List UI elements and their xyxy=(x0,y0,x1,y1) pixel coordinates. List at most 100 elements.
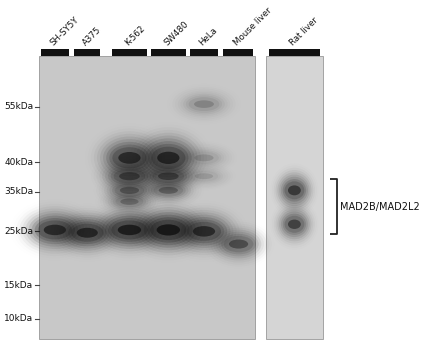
Ellipse shape xyxy=(195,173,213,179)
Ellipse shape xyxy=(59,215,115,251)
Ellipse shape xyxy=(221,234,256,254)
Ellipse shape xyxy=(110,193,148,210)
Ellipse shape xyxy=(142,138,195,177)
Ellipse shape xyxy=(112,182,147,198)
Ellipse shape xyxy=(103,139,156,176)
Ellipse shape xyxy=(118,152,140,164)
Ellipse shape xyxy=(194,100,214,108)
Ellipse shape xyxy=(281,177,308,204)
Bar xyxy=(190,49,218,56)
Text: 35kDa: 35kDa xyxy=(4,187,33,196)
Ellipse shape xyxy=(285,216,304,233)
Ellipse shape xyxy=(137,210,199,250)
Ellipse shape xyxy=(62,217,112,248)
Text: 10kDa: 10kDa xyxy=(4,314,33,323)
Ellipse shape xyxy=(224,236,253,252)
Bar xyxy=(41,49,69,56)
Ellipse shape xyxy=(154,184,183,197)
Ellipse shape xyxy=(107,179,152,202)
Ellipse shape xyxy=(120,187,139,194)
Ellipse shape xyxy=(147,166,190,187)
Ellipse shape xyxy=(105,216,154,244)
Ellipse shape xyxy=(147,217,190,243)
Ellipse shape xyxy=(113,195,146,209)
Ellipse shape xyxy=(288,186,301,195)
Ellipse shape xyxy=(57,212,118,253)
Ellipse shape xyxy=(171,210,236,253)
Bar xyxy=(38,56,255,339)
Ellipse shape xyxy=(148,181,188,200)
Ellipse shape xyxy=(77,228,98,238)
Ellipse shape xyxy=(144,215,193,245)
Ellipse shape xyxy=(178,215,231,248)
Ellipse shape xyxy=(100,136,159,179)
Ellipse shape xyxy=(146,180,191,201)
Ellipse shape xyxy=(279,175,310,206)
Ellipse shape xyxy=(175,212,233,250)
Text: K-562: K-562 xyxy=(123,24,147,48)
Ellipse shape xyxy=(150,220,187,240)
Ellipse shape xyxy=(99,211,160,249)
Ellipse shape xyxy=(145,141,192,175)
Ellipse shape xyxy=(144,164,193,188)
Ellipse shape xyxy=(108,165,151,187)
Ellipse shape xyxy=(28,213,81,247)
Ellipse shape xyxy=(277,172,311,209)
Ellipse shape xyxy=(115,196,143,208)
Ellipse shape xyxy=(140,212,196,248)
Ellipse shape xyxy=(38,220,72,239)
Ellipse shape xyxy=(106,142,153,174)
Ellipse shape xyxy=(118,225,141,235)
Ellipse shape xyxy=(277,207,311,241)
Ellipse shape xyxy=(134,207,203,253)
Ellipse shape xyxy=(95,209,164,251)
Ellipse shape xyxy=(184,219,224,243)
Ellipse shape xyxy=(111,220,148,239)
Ellipse shape xyxy=(279,209,310,239)
Ellipse shape xyxy=(152,169,184,183)
Ellipse shape xyxy=(105,163,154,189)
Ellipse shape xyxy=(114,169,145,184)
Text: 25kDa: 25kDa xyxy=(4,227,33,236)
Ellipse shape xyxy=(97,134,162,182)
Ellipse shape xyxy=(25,211,84,249)
Ellipse shape xyxy=(195,154,214,161)
Ellipse shape xyxy=(110,181,149,200)
Ellipse shape xyxy=(213,228,264,260)
Ellipse shape xyxy=(229,239,248,248)
Ellipse shape xyxy=(151,183,186,198)
Ellipse shape xyxy=(71,224,104,242)
Text: 55kDa: 55kDa xyxy=(4,103,33,111)
Ellipse shape xyxy=(141,162,195,190)
Bar xyxy=(223,49,253,56)
Text: A375: A375 xyxy=(81,26,103,48)
Bar xyxy=(151,49,186,56)
Ellipse shape xyxy=(32,216,78,244)
Bar xyxy=(266,56,323,339)
Bar xyxy=(269,49,320,56)
Ellipse shape xyxy=(157,152,179,164)
Ellipse shape xyxy=(285,181,304,200)
Text: MAD2B/MAD2L2: MAD2B/MAD2L2 xyxy=(340,202,420,212)
Text: 15kDa: 15kDa xyxy=(4,281,33,289)
Ellipse shape xyxy=(151,147,185,169)
Ellipse shape xyxy=(288,219,301,229)
Ellipse shape xyxy=(113,147,146,169)
Ellipse shape xyxy=(150,168,187,185)
Ellipse shape xyxy=(157,224,180,236)
Bar xyxy=(112,49,147,56)
Ellipse shape xyxy=(159,187,178,194)
Ellipse shape xyxy=(283,214,306,235)
Ellipse shape xyxy=(119,172,140,180)
Text: HeLa: HeLa xyxy=(198,26,220,48)
Ellipse shape xyxy=(216,230,261,258)
Ellipse shape xyxy=(219,232,258,257)
Text: SW480: SW480 xyxy=(162,20,190,48)
Ellipse shape xyxy=(158,173,179,180)
Ellipse shape xyxy=(187,222,221,241)
Ellipse shape xyxy=(283,179,306,202)
Ellipse shape xyxy=(22,209,88,251)
Ellipse shape xyxy=(109,145,150,171)
Ellipse shape xyxy=(281,211,308,237)
Ellipse shape xyxy=(115,184,144,197)
